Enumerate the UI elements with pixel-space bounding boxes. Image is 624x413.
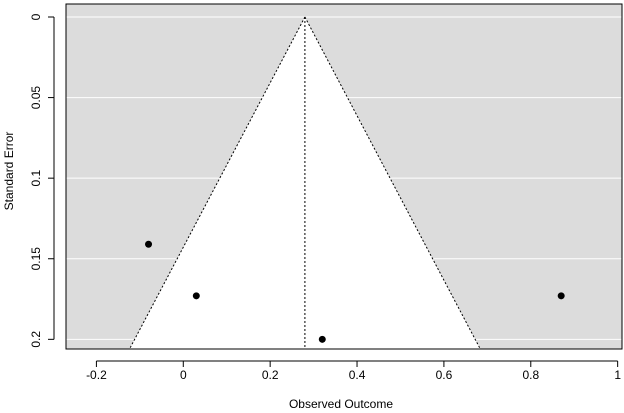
- data-points: [145, 240, 565, 343]
- x-axis: -0.2 0 0.2 0.4 0.6 0.8 1: [86, 360, 621, 382]
- y-tick-label: 0.15: [29, 247, 43, 271]
- data-point: [318, 335, 326, 343]
- x-tick-label: 1: [614, 368, 621, 382]
- x-tick-label: -0.2: [86, 368, 107, 382]
- y-axis-label: Standard Error: [2, 132, 16, 211]
- funnel-region: [129, 17, 481, 349]
- x-tick-label: 0: [180, 368, 187, 382]
- x-tick-label: 0.6: [436, 368, 453, 382]
- funnel-left-edge: [129, 16, 306, 350]
- plot-frame: [65, 3, 623, 350]
- y-tick-label: 0.1: [29, 170, 43, 187]
- y-axis: 0 0.05 0.1 0.15 0.2: [29, 13, 55, 348]
- funnel-right-edge: [304, 16, 481, 350]
- x-tick-label: 0.4: [349, 368, 366, 382]
- data-point: [557, 292, 565, 300]
- funnel-edges: [129, 16, 481, 350]
- y-tick-label: 0: [29, 13, 43, 20]
- x-axis-label: Observed Outcome: [289, 397, 393, 411]
- y-tick-label: 0.2: [29, 331, 43, 348]
- data-point: [192, 292, 200, 300]
- data-point: [145, 240, 153, 248]
- x-tick-label: 0.2: [262, 368, 279, 382]
- x-tick-label: 0.8: [522, 368, 539, 382]
- y-tick-label: 0.05: [29, 86, 43, 110]
